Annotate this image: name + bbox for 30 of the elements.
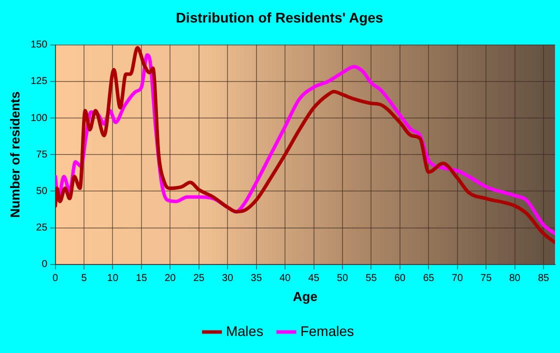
y-tick-label: 25 bbox=[36, 222, 48, 234]
y-tick-label: 100 bbox=[30, 112, 48, 124]
x-tick-label: 45 bbox=[308, 273, 320, 284]
y-tick-label: 75 bbox=[36, 149, 48, 160]
legend-label: Males bbox=[226, 322, 264, 339]
y-tick-label: 50 bbox=[36, 186, 48, 197]
legend-label: Females bbox=[300, 322, 354, 339]
x-tick-label: 40 bbox=[279, 273, 292, 284]
x-tick-label: 60 bbox=[394, 273, 406, 284]
x-tick-label: 70 bbox=[452, 273, 464, 284]
x-tick-label: 0 bbox=[52, 273, 59, 284]
x-tick-label: 30 bbox=[222, 273, 234, 284]
x-tick-label: 10 bbox=[107, 273, 119, 284]
x-tick-label: 35 bbox=[250, 273, 262, 284]
x-tick-label: 85 bbox=[538, 273, 550, 284]
x-tick-label: 5 bbox=[81, 273, 88, 284]
x-tick-label: 50 bbox=[336, 273, 348, 284]
x-tick-label: 25 bbox=[193, 273, 205, 284]
y-tick-label: 0 bbox=[42, 259, 48, 270]
x-tick-label: 15 bbox=[136, 273, 148, 284]
x-tick-label: 55 bbox=[366, 273, 378, 284]
x-tick-label: 80 bbox=[509, 273, 521, 284]
x-tick-label: 75 bbox=[480, 273, 492, 284]
y-tick-label: 150 bbox=[30, 40, 48, 51]
y-tick-label: 125 bbox=[30, 76, 48, 88]
chart-title: Distribution of Residents' Ages bbox=[176, 9, 384, 26]
y-axis-title: Number of residents bbox=[7, 91, 22, 218]
x-axis-title: Age bbox=[292, 288, 318, 304]
x-tick-label: 20 bbox=[164, 273, 176, 284]
x-tick-label: 65 bbox=[423, 273, 435, 284]
